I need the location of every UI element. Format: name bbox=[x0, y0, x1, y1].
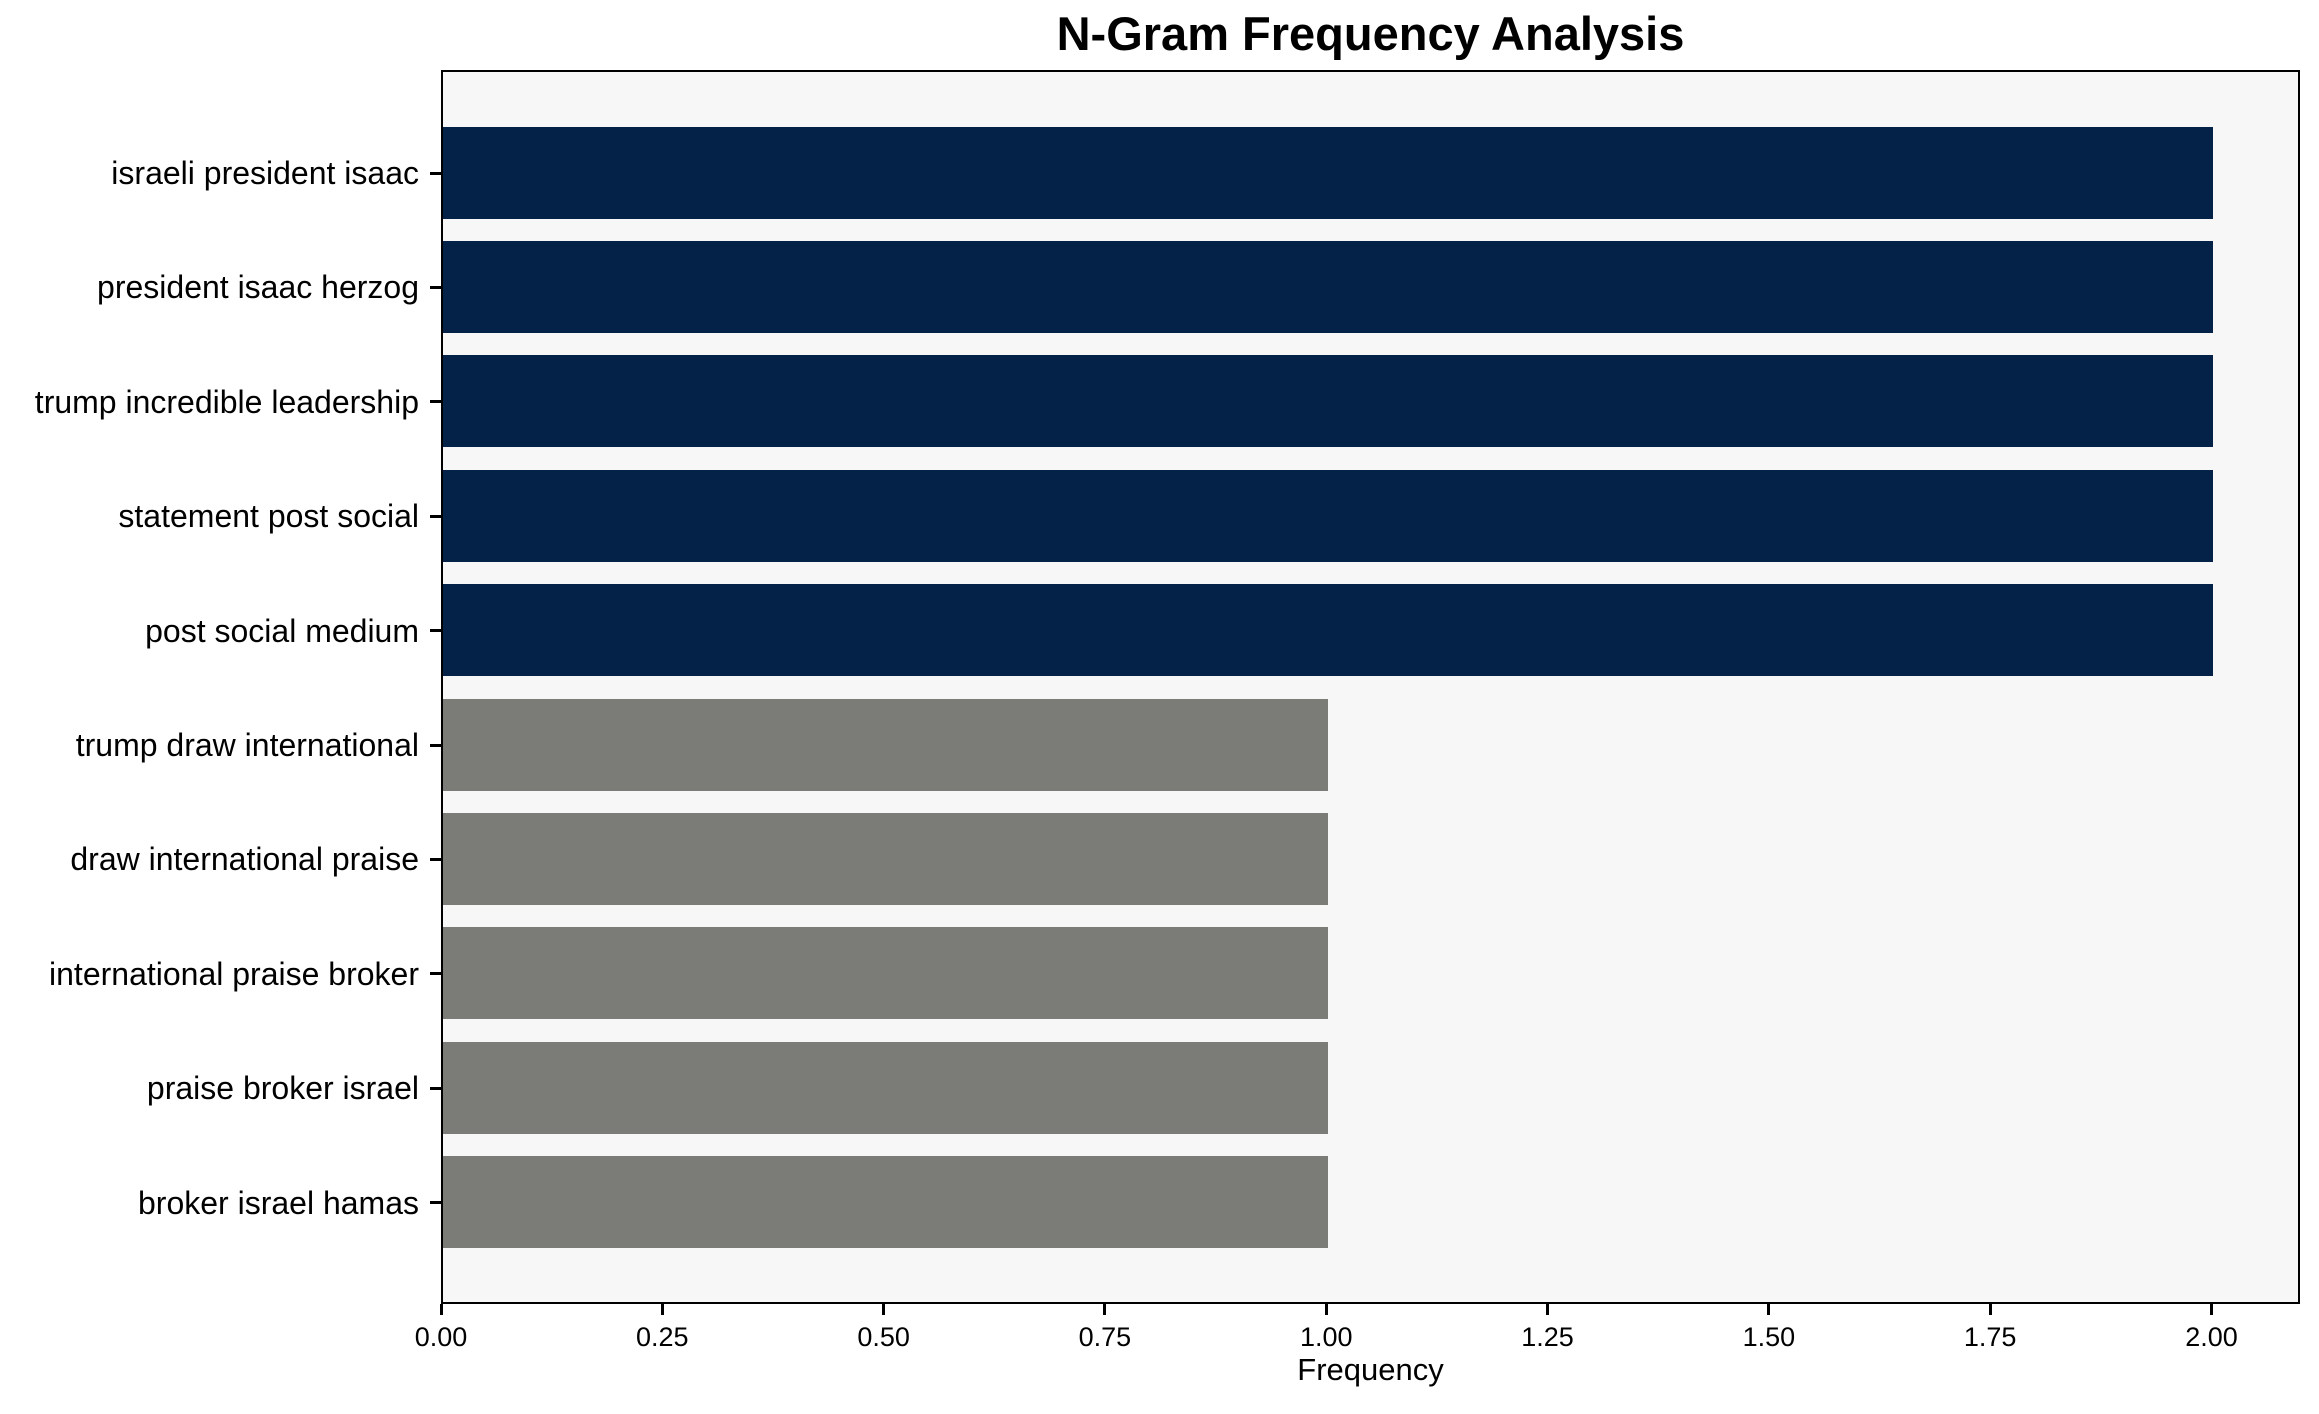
x-tick-mark bbox=[882, 1304, 886, 1315]
x-tick-label: 1.50 bbox=[1742, 1322, 1796, 1352]
y-tick-label: trump incredible leadership bbox=[34, 383, 419, 420]
x-tick-mark bbox=[1103, 1304, 1107, 1315]
y-tick-label: statement post social bbox=[118, 498, 419, 535]
y-tick-mark bbox=[430, 1086, 441, 1090]
y-tick-mark bbox=[430, 743, 441, 747]
x-tick-label: 1.00 bbox=[1299, 1322, 1353, 1352]
y-tick-mark bbox=[430, 857, 441, 861]
bar bbox=[443, 126, 2214, 219]
y-tick-mark bbox=[430, 629, 441, 633]
bar bbox=[443, 1041, 1329, 1134]
x-tick-label: 0.75 bbox=[1078, 1322, 1132, 1352]
y-tick-mark bbox=[430, 285, 441, 289]
x-tick-label: 0.25 bbox=[636, 1322, 689, 1352]
x-tick-label: 0.00 bbox=[414, 1322, 468, 1352]
x-tick-label: 0.50 bbox=[857, 1322, 910, 1352]
y-tick-label: international praise broker bbox=[49, 955, 419, 992]
x-tick-mark bbox=[439, 1304, 443, 1315]
bar bbox=[443, 584, 2214, 677]
x-tick-label: 1.25 bbox=[1521, 1322, 1574, 1352]
x-tick-mark bbox=[2209, 1304, 2213, 1315]
bar bbox=[443, 240, 2214, 333]
y-tick-label: post social medium bbox=[145, 612, 419, 649]
bar bbox=[443, 469, 2214, 562]
bar bbox=[443, 698, 1329, 791]
chart-title: N-Gram Frequency Analysis bbox=[1056, 7, 1685, 60]
bar bbox=[443, 927, 1329, 1020]
y-tick-label: broker israel hamas bbox=[138, 1184, 419, 1221]
bar bbox=[443, 355, 2214, 448]
x-axis-label: Frequency bbox=[1297, 1352, 1444, 1387]
x-tick-mark bbox=[1988, 1304, 1992, 1315]
x-tick-mark bbox=[1324, 1304, 1328, 1315]
x-tick-label: 2.00 bbox=[2185, 1322, 2238, 1352]
bar bbox=[443, 812, 1329, 905]
y-tick-label: trump draw international bbox=[75, 727, 419, 763]
x-tick-label: 1.75 bbox=[1963, 1322, 2017, 1352]
plot-area bbox=[441, 70, 2300, 1304]
x-tick-mark bbox=[1767, 1304, 1771, 1315]
x-tick-mark bbox=[1546, 1304, 1550, 1315]
y-tick-mark bbox=[430, 972, 441, 976]
y-tick-label: praise broker israel bbox=[146, 1070, 419, 1107]
y-tick-label: draw international praise bbox=[70, 841, 419, 878]
y-tick-mark bbox=[430, 171, 441, 175]
x-tick-mark bbox=[660, 1304, 664, 1315]
y-tick-mark bbox=[430, 400, 441, 404]
y-tick-label: israeli president isaac bbox=[111, 155, 419, 191]
y-tick-mark bbox=[430, 1201, 441, 1205]
bar bbox=[443, 1156, 1329, 1249]
y-tick-label: president isaac herzog bbox=[97, 269, 419, 306]
y-tick-mark bbox=[430, 514, 441, 518]
